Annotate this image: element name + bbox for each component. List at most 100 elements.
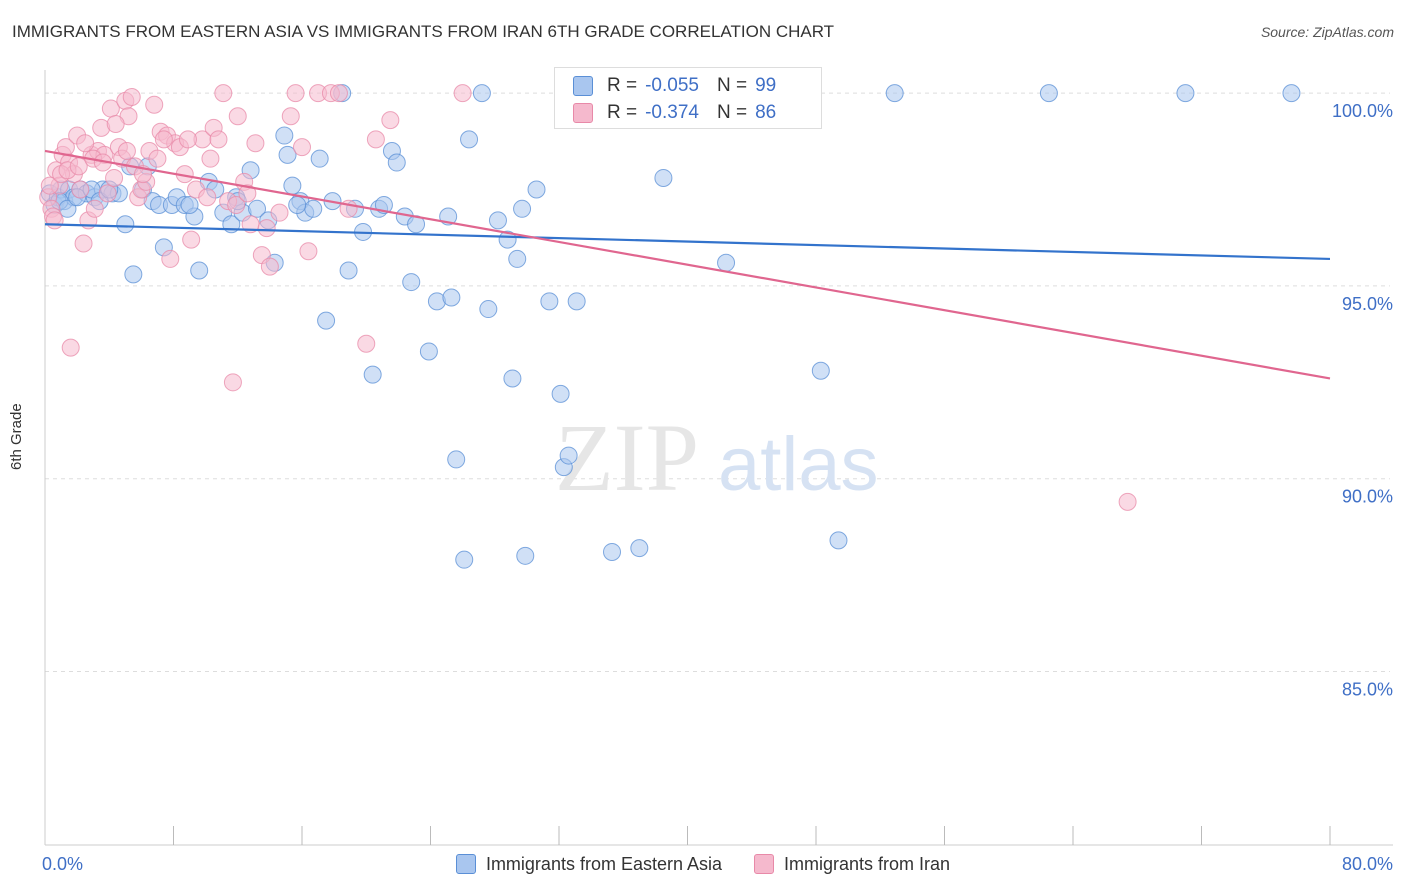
point-eastern-asia: [275, 126, 294, 145]
point-eastern-asia: [603, 542, 622, 561]
legend-swatch-pink: [754, 854, 775, 874]
y-tick-label: 95.0%: [1342, 294, 1393, 314]
tick-labels: 100.0% 95.0% 90.0% 85.0% 0.0% 80.0%: [42, 101, 1393, 874]
point-iran: [228, 107, 247, 126]
chart-source: Source: ZipAtlas.com: [1260, 24, 1394, 40]
stats-blue-n-value: 99: [755, 75, 777, 96]
y-tick-label: 100.0%: [1332, 101, 1393, 121]
point-iran: [381, 111, 400, 130]
stats-row-pink: R = -0.374 N = 86: [573, 100, 776, 126]
point-eastern-asia: [472, 84, 491, 103]
point-iran: [366, 130, 385, 149]
point-eastern-asia: [829, 531, 848, 550]
stats-swatch-blue: [573, 76, 593, 96]
point-iran: [270, 203, 289, 222]
point-iran: [223, 373, 242, 392]
point-iran: [246, 134, 265, 153]
stats-blue-n-label: N =: [716, 75, 748, 96]
point-iran: [76, 134, 95, 153]
point-eastern-asia: [503, 369, 522, 388]
point-eastern-asia: [811, 361, 830, 380]
point-eastern-asia: [1176, 84, 1195, 103]
stats-blue-r-label: R =: [607, 75, 638, 96]
trend-layer: [44, 149, 1331, 380]
point-eastern-asia: [513, 199, 532, 218]
point-eastern-asia: [180, 195, 199, 214]
point-iran: [61, 338, 80, 357]
point-iran: [227, 195, 246, 214]
point-eastern-asia: [1282, 84, 1301, 103]
legend-label-blue: Immigrants from Eastern Asia: [485, 853, 723, 874]
stats-box: R = -0.055 N = 99 R = -0.374 N = 86: [554, 67, 822, 129]
point-iran: [453, 84, 472, 103]
point-iran: [145, 95, 164, 114]
point-eastern-asia: [559, 446, 578, 465]
point-iran: [117, 141, 136, 160]
point-eastern-asia: [516, 546, 535, 565]
point-eastern-asia: [283, 176, 302, 195]
point-iran: [201, 149, 220, 168]
trend-line-eastern-asia: [44, 223, 1331, 261]
point-iran: [161, 249, 180, 268]
point-eastern-asia: [551, 384, 570, 403]
point-eastern-asia: [717, 253, 736, 272]
point-iran: [209, 130, 228, 149]
point-iran: [71, 180, 90, 199]
point-eastern-asia: [248, 199, 267, 218]
point-eastern-asia: [455, 550, 474, 569]
point-iran: [74, 234, 93, 253]
legend-swatch-blue: [455, 854, 476, 874]
point-iran: [105, 168, 124, 187]
point-iran: [198, 188, 217, 207]
point-eastern-asia: [508, 249, 527, 268]
point-eastern-asia: [527, 180, 546, 199]
point-eastern-asia: [630, 539, 649, 558]
point-eastern-asia: [442, 288, 461, 307]
point-iran: [214, 84, 233, 103]
y-axis-label: 6th Grade: [8, 403, 25, 470]
point-iran: [260, 257, 279, 276]
point-iran: [85, 199, 104, 218]
point-iran: [329, 84, 348, 103]
legend-item-pink: Immigrants from Iran: [754, 854, 950, 875]
point-iran: [106, 114, 125, 133]
stats-row-blue: R = -0.055 N = 99: [573, 73, 776, 99]
point-eastern-asia: [278, 145, 297, 164]
stats-pink-n-label: N =: [716, 102, 748, 123]
legend-item-blue: Immigrants from Eastern Asia: [455, 853, 723, 875]
point-iran: [178, 130, 197, 149]
stats-pink-r-label: R =: [607, 102, 638, 123]
chart-title: IMMIGRANTS FROM EASTERN ASIA VS IMMIGRAN…: [12, 22, 835, 41]
point-eastern-asia: [540, 292, 559, 311]
point-eastern-asia: [288, 195, 307, 214]
point-iran: [281, 107, 300, 126]
point-eastern-asia: [498, 230, 517, 249]
point-eastern-asia: [124, 265, 143, 284]
point-eastern-asia: [567, 292, 586, 311]
point-eastern-asia: [654, 168, 673, 187]
point-iran: [40, 176, 59, 195]
point-eastern-asia: [479, 300, 498, 319]
point-eastern-asia: [419, 342, 438, 361]
point-eastern-asia: [363, 365, 382, 384]
point-iran: [1118, 492, 1137, 511]
point-eastern-asia: [317, 311, 336, 330]
point-iran: [154, 130, 173, 149]
point-eastern-asia: [447, 450, 466, 469]
watermark: ZIP atlas: [555, 404, 879, 511]
point-eastern-asia: [387, 153, 406, 172]
point-eastern-asia: [1039, 84, 1058, 103]
y-tick-label: 85.0%: [1342, 679, 1393, 699]
trend-line-iran: [44, 149, 1331, 380]
legend-label-pink: Immigrants from Iran: [784, 853, 951, 874]
point-iran: [257, 219, 276, 238]
point-iran: [98, 184, 117, 203]
point-iran: [238, 184, 257, 203]
stats-blue-r-value: -0.055: [645, 75, 699, 96]
point-eastern-asia: [190, 261, 209, 280]
y-tick-label: 90.0%: [1342, 487, 1393, 507]
points-layer: [39, 84, 1301, 569]
point-iran: [357, 334, 376, 353]
point-iran: [299, 242, 318, 261]
point-eastern-asia: [488, 211, 507, 230]
